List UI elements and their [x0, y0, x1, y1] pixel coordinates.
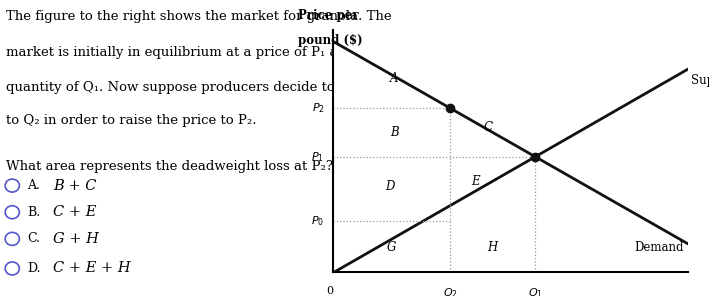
Text: B + C: B + C	[53, 178, 96, 193]
Text: $P_1$: $P_1$	[311, 150, 324, 164]
Text: C + E: C + E	[53, 205, 96, 219]
Text: Demand: Demand	[635, 242, 684, 254]
Text: C: C	[484, 121, 493, 134]
Text: H: H	[488, 242, 498, 254]
Text: Supply: Supply	[691, 74, 709, 87]
Text: G: G	[387, 242, 396, 254]
Text: D: D	[385, 180, 394, 193]
Text: Price per: Price per	[298, 9, 359, 22]
Text: 0: 0	[326, 286, 333, 296]
Text: $Q_2$: $Q_2$	[442, 286, 458, 296]
Text: to Q₂ in order to raise the price to P₂.: to Q₂ in order to raise the price to P₂.	[6, 114, 257, 127]
Text: E: E	[471, 175, 480, 188]
Text: B: B	[390, 126, 398, 139]
Text: G + H: G + H	[53, 232, 99, 246]
Text: $Q_1$: $Q_1$	[527, 286, 543, 296]
Text: The figure to the right shows the market for granola. The: The figure to the right shows the market…	[6, 10, 392, 23]
Text: C + E + H: C + E + H	[53, 261, 131, 276]
Text: $P_2$: $P_2$	[311, 101, 324, 115]
Text: market is initially in equilibrium at a price of P₁ and a: market is initially in equilibrium at a …	[6, 46, 367, 59]
Text: pound ($): pound ($)	[298, 33, 362, 46]
Text: B.: B.	[28, 206, 40, 219]
Text: $P_0$: $P_0$	[311, 215, 324, 229]
Text: A.: A.	[28, 179, 40, 192]
Text: What area represents the deadweight loss at P₂?: What area represents the deadweight loss…	[6, 160, 333, 173]
Text: quantity of Q₁. Now suppose producers decide to cut output: quantity of Q₁. Now suppose producers de…	[6, 81, 408, 94]
Text: D.: D.	[28, 262, 41, 275]
Text: A: A	[390, 72, 398, 85]
Text: C.: C.	[28, 232, 40, 245]
